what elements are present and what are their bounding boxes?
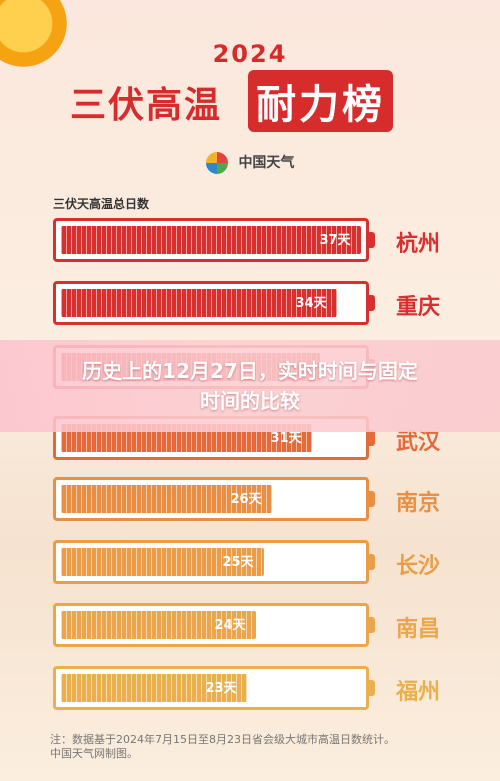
title-right: 耐力榜 bbox=[248, 70, 393, 132]
category-label: 武汉 bbox=[396, 430, 441, 455]
bar bbox=[61, 289, 337, 317]
bar bbox=[61, 611, 256, 639]
bar-cap bbox=[369, 491, 375, 507]
bar-frame: 26天 bbox=[53, 477, 369, 521]
footnote-line-2: 中国天气网制图。 bbox=[50, 747, 138, 760]
bar-value-label: 37天 bbox=[319, 233, 351, 248]
bar-value-label: 23天 bbox=[205, 681, 237, 696]
bar-cap bbox=[369, 680, 375, 696]
bar-value-label: 25天 bbox=[222, 555, 254, 570]
category-label: 长沙 bbox=[396, 554, 441, 579]
chart-subtitle: 三伏天高温总日数 bbox=[53, 197, 150, 211]
bar-cap bbox=[369, 295, 375, 311]
bar-frame: 25天 bbox=[53, 540, 369, 584]
bar-cap bbox=[369, 554, 375, 570]
bar bbox=[61, 674, 247, 702]
bar-cap bbox=[369, 232, 375, 248]
bar-frame: 37天 bbox=[53, 218, 369, 262]
category-label: 重庆 bbox=[396, 295, 441, 320]
bar-row: 23天 福州 bbox=[53, 666, 448, 710]
bar-row: 26天 南京 bbox=[53, 477, 448, 521]
bar-value-label: 31天 bbox=[270, 431, 302, 446]
bar-frame: 23天 bbox=[53, 666, 369, 710]
footnote: 注：数据基于2024年7月15日至8月23日省会级大城市高温日数统计。 中国天气… bbox=[50, 733, 395, 761]
bar bbox=[61, 226, 361, 254]
category-label: 杭州 bbox=[396, 232, 441, 257]
bar-frame: 34天 bbox=[53, 281, 369, 325]
category-label: 南昌 bbox=[396, 617, 441, 642]
bar bbox=[61, 485, 272, 513]
bar-frame: 24天 bbox=[53, 603, 369, 647]
title-banner: 三伏高温 耐力榜 bbox=[70, 70, 430, 132]
year-label: 2024 bbox=[212, 40, 288, 68]
brand-logo: 中国天气 bbox=[0, 152, 500, 174]
headline-line-2: 时间的比较 bbox=[200, 389, 300, 413]
bar-value-label: 26天 bbox=[230, 492, 262, 507]
china-weather-logo-icon bbox=[205, 152, 228, 174]
bar-value-label: 34天 bbox=[295, 296, 327, 311]
title-left: 三伏高温 bbox=[70, 85, 223, 126]
headline-text: 历史上的12月27日，实时时间与固定 时间的比较 bbox=[0, 356, 500, 416]
category-label: 福州 bbox=[396, 680, 441, 705]
bar-cap bbox=[369, 430, 375, 446]
bar-row: 34天 重庆 bbox=[53, 281, 448, 325]
footnote-line-1: 注：数据基于2024年7月15日至8月23日省会级大城市高温日数统计。 bbox=[50, 733, 395, 746]
brand-name: 中国天气 bbox=[238, 155, 295, 171]
bar-row: 24天 南昌 bbox=[53, 603, 448, 647]
bar bbox=[61, 548, 264, 576]
bar-row: 37天 杭州 bbox=[53, 218, 448, 262]
bar-row: 25天 长沙 bbox=[53, 540, 448, 584]
headline-overlay bbox=[0, 340, 500, 432]
headline-line-1: 历史上的12月27日，实时时间与固定 bbox=[82, 359, 418, 383]
category-label: 南京 bbox=[396, 491, 441, 516]
bar-cap bbox=[369, 617, 375, 633]
bar-value-label: 24天 bbox=[214, 618, 246, 633]
